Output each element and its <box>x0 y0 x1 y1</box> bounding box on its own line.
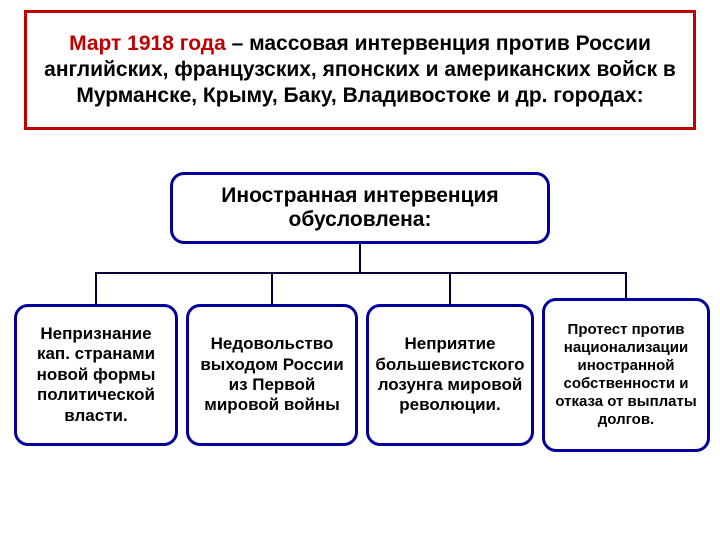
center-text: Иностранная интервенция обусловлена: <box>179 184 541 232</box>
connector-child-0 <box>95 272 97 304</box>
connector-center-down <box>359 244 361 274</box>
child-text-1: Недовольство выходом России из Первой ми… <box>195 334 349 416</box>
child-box-1: Недовольство выходом России из Первой ми… <box>186 304 358 446</box>
connector-child-2 <box>449 272 451 304</box>
child-box-3: Протест против национализации иностранно… <box>542 298 710 452</box>
connector-child-1 <box>271 272 273 304</box>
connector-child-3 <box>625 272 627 298</box>
title-text: Март 1918 года – массовая интервенция пр… <box>41 31 679 110</box>
connector-horizontal <box>96 272 626 274</box>
child-text-3: Протест против национализации иностранно… <box>551 321 701 429</box>
center-box: Иностранная интервенция обусловлена: <box>170 172 550 244</box>
title-box: Март 1918 года – массовая интервенция пр… <box>24 10 696 130</box>
child-text-2: Неприятие большевистского лозунга мирово… <box>375 334 525 416</box>
child-box-2: Неприятие большевистского лозунга мирово… <box>366 304 534 446</box>
child-box-0: Непризнание кап. странами новой формы по… <box>14 304 178 446</box>
child-text-0: Непризнание кап. странами новой формы по… <box>23 324 169 426</box>
